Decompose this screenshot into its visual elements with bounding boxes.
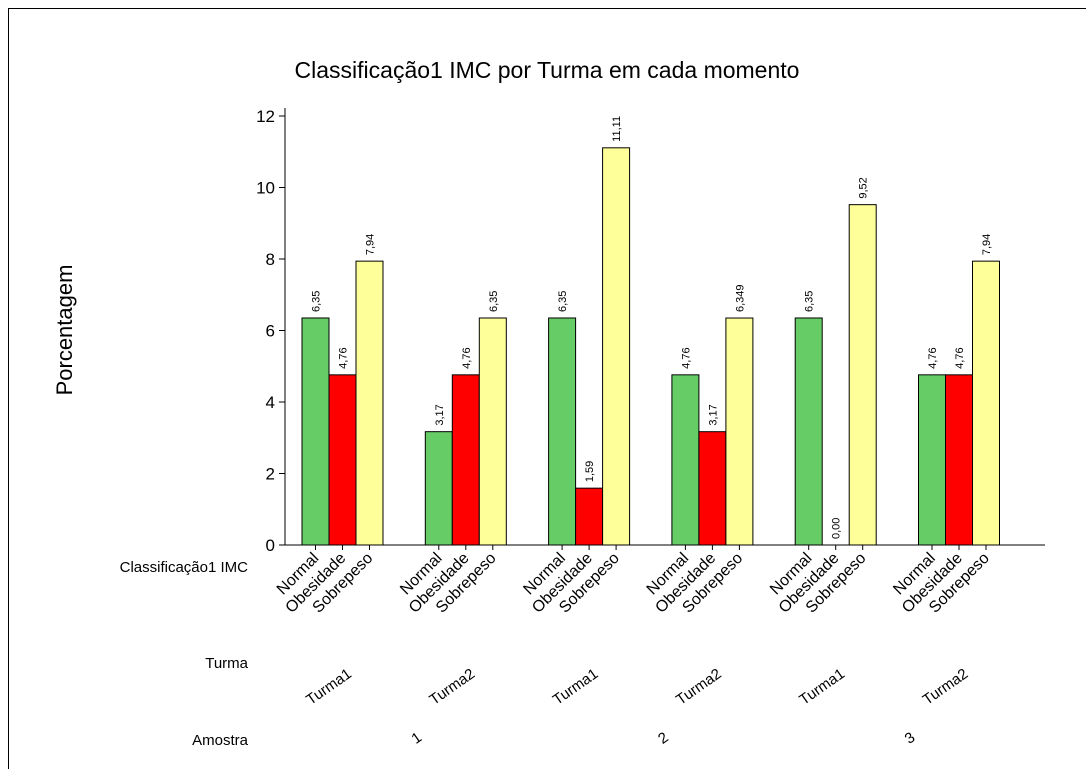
level-label: Amostra: [192, 732, 249, 749]
chart-title: Classificação1 IMC por Turma em cada mom…: [295, 57, 800, 83]
bar: [355, 260, 384, 546]
value-label: 4,76: [338, 347, 350, 368]
value-label: 7,94: [365, 234, 377, 255]
bar: [972, 260, 1000, 546]
y-tick-label: 0: [266, 536, 275, 555]
bar: [602, 147, 631, 546]
value-label: 3,17: [434, 404, 446, 425]
value-label: 4,76: [954, 347, 966, 368]
y-tick-label: 2: [266, 465, 275, 484]
y-tick-label: 6: [266, 322, 275, 341]
value-label: 3,17: [707, 404, 719, 425]
bar: [328, 374, 357, 546]
value-label: 7,94: [981, 234, 993, 255]
y-tick-label: 4: [266, 393, 275, 412]
bar: [424, 431, 453, 546]
bar: [698, 431, 727, 546]
level-label: Classificação1 IMC: [120, 559, 249, 576]
level-label: Turma: [205, 655, 248, 672]
bar: [794, 317, 823, 546]
y-tick-label: 8: [266, 250, 275, 269]
value-label: 6,35: [557, 291, 569, 312]
value-label: 9,52: [858, 177, 870, 198]
value-label: 4,76: [680, 347, 692, 368]
y-axis-label: Porcentagem: [52, 265, 77, 396]
value-label: 11,11: [611, 116, 623, 142]
bar: [301, 317, 330, 546]
value-label: 6,349: [734, 284, 746, 312]
bar: [671, 374, 700, 546]
bar: [725, 317, 754, 546]
frame: [8, 8, 1086, 769]
y-tick-label: 12: [256, 107, 275, 126]
bar: [945, 374, 973, 546]
value-label: 1,59: [584, 461, 596, 482]
value-label: 6,35: [488, 291, 500, 312]
bar: [478, 317, 507, 546]
value-label: 6,35: [311, 291, 323, 312]
bar: [548, 317, 577, 546]
bar: [575, 487, 604, 546]
value-label: 4,76: [927, 347, 939, 368]
bar: [451, 374, 480, 546]
value-label: 0,00: [831, 518, 843, 539]
bar: [848, 204, 877, 546]
bar: [918, 374, 946, 546]
value-label: 6,35: [804, 291, 816, 312]
y-tick-label: 10: [256, 179, 275, 198]
value-label: 4,76: [461, 347, 473, 368]
